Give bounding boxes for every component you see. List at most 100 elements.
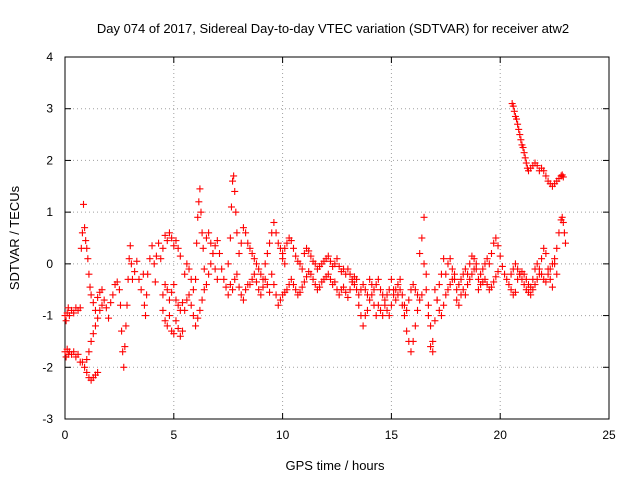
plot-frame [64,56,610,420]
data-point [427,343,435,351]
data-point [248,250,256,258]
data-point [246,244,254,252]
data-point [377,306,385,314]
data-point [237,291,245,299]
data-point [151,278,159,286]
data-point [207,260,215,268]
data-point [165,296,173,304]
data-point [218,265,226,273]
data-point [250,255,258,263]
data-point [387,301,395,309]
data-point [70,309,78,317]
data-point [370,286,378,294]
data-point [501,270,509,278]
data-point [403,306,411,314]
data-point [433,296,441,304]
data-point [87,337,95,345]
data-point [87,291,95,299]
data-point [148,242,156,250]
data-point [116,301,124,309]
data-point [140,301,148,309]
data-point [383,291,391,299]
data-point [542,172,550,180]
data-point [466,275,474,283]
x-tick-label: 0 [62,428,69,442]
data-point [91,322,99,330]
data-point [91,306,99,314]
data-point [407,348,415,356]
data-point [98,301,106,309]
data-point [326,257,334,265]
data-point [540,167,548,175]
data-point [307,270,315,278]
data-point [398,301,406,309]
data-point [298,265,306,273]
data-point [522,159,530,167]
data-point [461,291,469,299]
data-point [516,131,524,139]
data-point [194,314,202,322]
data-point [287,237,295,245]
data-point [81,363,89,371]
data-point [272,291,280,299]
data-point [65,312,73,320]
data-point [189,286,197,294]
ticks: 0 5 10 15 20 25 -3 -2 -1 0 1 2 3 4 [42,50,616,442]
data-point [146,255,154,263]
data-point [198,296,206,304]
data-point [172,296,180,304]
data-point [355,301,363,309]
data-point [396,275,404,283]
data-point [324,270,332,278]
data-point [446,281,454,289]
data-point [366,296,374,304]
data-point [396,286,404,294]
data-point [451,275,459,283]
data-point [202,234,210,242]
data-point [461,265,469,273]
data-point [311,281,319,289]
data-point [266,239,274,247]
data-point [519,144,527,151]
data-point [487,250,495,258]
data-point [78,358,86,366]
data-point [213,275,221,283]
data-point [168,288,176,296]
data-point [420,260,428,268]
x-axis-label: GPS time / hours [286,458,385,473]
data-point [559,218,567,226]
data-point [207,239,215,247]
data-point [292,286,300,294]
chart-title: Day 074 of 2017, Sidereal Day-to-day VTE… [97,21,569,36]
data-point [505,281,513,289]
data-point [387,275,395,283]
data-point [492,273,500,281]
data-point [359,281,367,289]
data-point [453,286,461,294]
data-point [197,208,205,216]
data-point [409,337,417,345]
data-point [394,281,402,289]
data-point [411,322,419,330]
data-point [422,270,430,278]
data-point [340,283,348,291]
data-point [496,252,504,260]
data-point [418,234,426,242]
data-point [544,265,552,273]
data-point [231,187,239,195]
data-point [283,286,291,294]
data-point [98,286,106,294]
data-point [424,301,432,309]
data-point [514,120,522,128]
data-point [435,281,443,289]
x-tick-label: 5 [170,428,177,442]
data-point [492,234,500,242]
data-point [220,275,228,283]
data-point [281,244,289,252]
data-point [276,296,284,304]
data-point [377,286,385,294]
data-point [126,242,134,250]
x-tick-label: 10 [276,428,290,442]
data-point [326,275,334,283]
